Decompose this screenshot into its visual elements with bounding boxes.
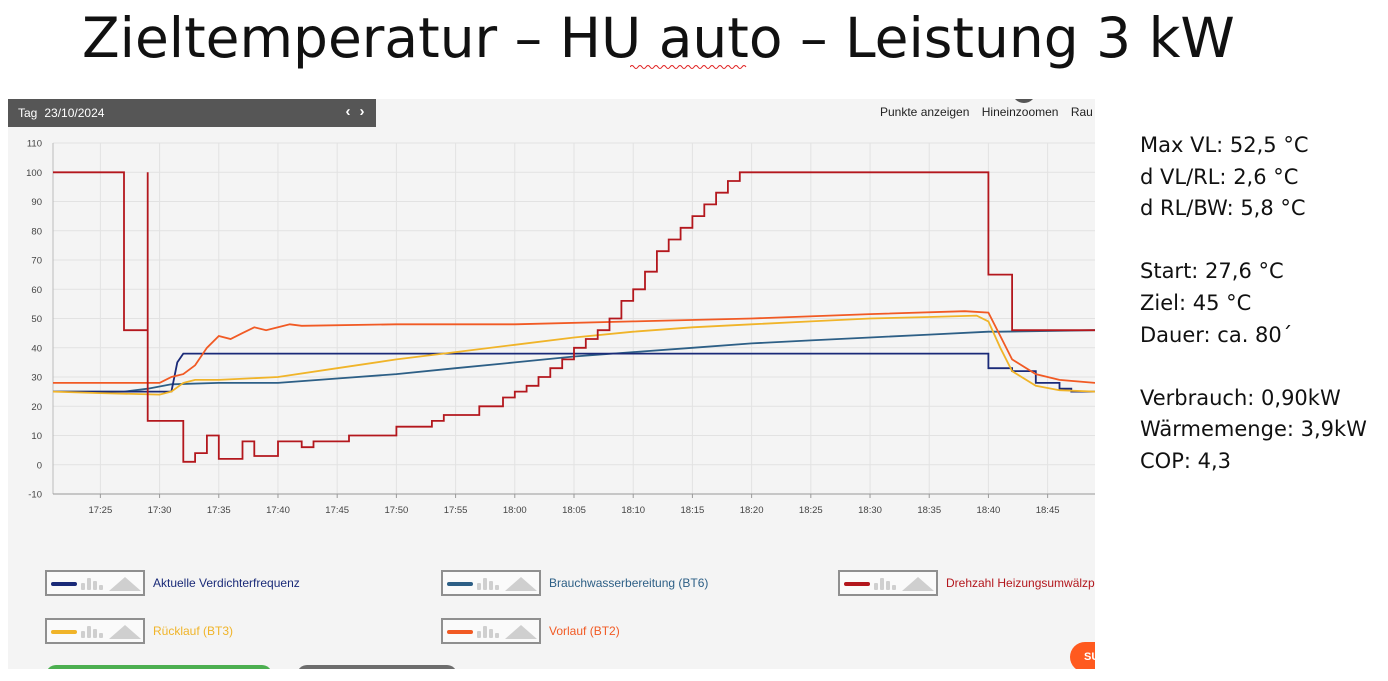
stats-line: Ziel: 45 °C <box>1140 290 1252 315</box>
y-tick-label: 50 <box>31 314 42 325</box>
series-line-2 <box>53 171 1095 463</box>
legend-swatch <box>51 582 77 586</box>
legend-item[interactable]: Rücklauf (BT3) <box>45 618 233 644</box>
y-tick-label: 110 <box>27 139 42 150</box>
series-line-4 <box>53 310 1095 384</box>
legend-swatch <box>844 582 870 586</box>
chart-toolbar: Punkte anzeigen Hineinzoomen Rau <box>880 105 1095 119</box>
series-line-3 <box>52 314 1095 396</box>
stats-line: d VL/RL: 2,6 °C <box>1140 164 1299 189</box>
x-tick-label: 17:50 <box>384 505 408 516</box>
legend-swatch <box>447 582 473 586</box>
stats-panel: Max VL: 52,5 °C d VL/RL: 2,6 °C d RL/BW: 5… <box>1140 130 1367 478</box>
toolbar-button-partial[interactable] <box>1012 99 1036 103</box>
y-tick-label: 60 <box>31 285 42 296</box>
x-tick-label: 17:55 <box>444 505 468 516</box>
date-nav: ‹ › <box>342 103 370 120</box>
stats-line: Wärmemenge: 3,9kW <box>1140 417 1367 442</box>
legend-swatch <box>447 630 473 634</box>
area-chart-icon <box>109 577 141 591</box>
spellcheck-underline <box>630 65 747 69</box>
area-chart-icon <box>505 625 537 639</box>
legend-item[interactable]: Vorlauf (BT2) <box>441 618 620 644</box>
bar-chart-icon <box>81 578 105 590</box>
legend-label: Drehzahl Heizungsumwälzp <box>946 576 1095 590</box>
legend-toggle[interactable] <box>441 570 541 596</box>
date-selector-bar[interactable]: Tag 23/10/2024 ‹ › <box>8 99 376 127</box>
x-tick-label: 18:35 <box>917 505 941 516</box>
legend-label: Vorlauf (BT2) <box>549 624 620 638</box>
stats-line: Dauer: ca. 80´ <box>1140 322 1293 347</box>
stats-line: d RL/BW: 5,8 °C <box>1140 196 1306 221</box>
x-tick-label: 18:30 <box>858 505 882 516</box>
x-tick-label: 17:45 <box>325 505 349 516</box>
toolbar-button-truncated[interactable]: Rau <box>1070 105 1093 119</box>
x-tick-label: 18:05 <box>562 505 586 516</box>
show-points-button[interactable]: Punkte anzeigen <box>880 105 970 119</box>
secondary-action-button[interactable] <box>297 665 457 669</box>
legend-label: Brauchwasserbereitung (BT6) <box>549 576 709 590</box>
x-tick-label: 17:25 <box>88 505 112 516</box>
y-tick-label: 20 <box>31 402 42 413</box>
stats-line: COP: 4,3 <box>1140 448 1232 473</box>
legend-toggle[interactable] <box>838 570 938 596</box>
y-tick-label: 80 <box>31 226 42 237</box>
y-tick-label: 30 <box>31 373 42 384</box>
stats-spacer <box>1140 225 1367 257</box>
chevron-left-icon[interactable]: ‹ <box>345 103 353 120</box>
y-tick-label: 100 <box>26 168 42 179</box>
legend-toggle[interactable] <box>45 618 145 644</box>
stats-line: Start: 27,6 °C <box>1140 259 1284 284</box>
x-tick-label: 18:45 <box>1036 505 1060 516</box>
legend-toggle[interactable] <box>441 618 541 644</box>
period-label[interactable]: Tag <box>18 106 38 120</box>
support-button[interactable]: SU <box>1070 642 1095 669</box>
y-tick-label: 90 <box>31 197 42 208</box>
y-tick-label: 40 <box>31 343 42 354</box>
primary-action-button[interactable] <box>46 665 272 669</box>
x-tick-label: 18:40 <box>977 505 1001 516</box>
area-chart-icon <box>109 625 141 639</box>
legend-item[interactable]: Drehzahl Heizungsumwälzp <box>838 570 1095 596</box>
chevron-right-icon[interactable]: › <box>359 103 367 120</box>
legend-swatch <box>51 630 77 634</box>
legend-toggle[interactable] <box>45 570 145 596</box>
stats-spacer <box>1140 351 1367 383</box>
legend-item[interactable]: Aktuelle Verdichterfrequenz <box>45 570 300 596</box>
x-tick-label: 18:00 <box>503 505 527 516</box>
date-value[interactable]: 23/10/2024 <box>44 106 105 120</box>
y-tick-label: 10 <box>31 431 42 442</box>
legend-label: Aktuelle Verdichterfrequenz <box>153 576 300 590</box>
area-chart-icon <box>505 577 537 591</box>
zoom-in-button[interactable]: Hineinzoomen <box>981 105 1059 119</box>
bar-chart-icon <box>477 578 501 590</box>
chart-panel: Tag 23/10/2024 ‹ › Punkte anzeigen Hinein… <box>8 99 1095 669</box>
slide-title: Zieltemperatur – HU auto – Leistung 3 kW <box>82 6 1235 70</box>
bar-chart-icon <box>874 578 898 590</box>
x-tick-label: 18:15 <box>681 505 705 516</box>
stats-line: Max VL: 52,5 °C <box>1140 133 1309 157</box>
legend-item[interactable]: Brauchwasserbereitung (BT6) <box>441 570 708 596</box>
x-tick-label: 18:25 <box>799 505 823 516</box>
line-chart: -10 0 10 20 30 40 50 60 70 80 90 100 110 17:25 17:30 17… <box>26 139 1095 516</box>
x-tick-label: 17:35 <box>207 505 231 516</box>
series-line-1 <box>53 329 1095 393</box>
x-tick-label: 18:20 <box>740 505 764 516</box>
y-tick-label: 0 <box>37 460 42 471</box>
legend-label: Rücklauf (BT3) <box>153 624 234 638</box>
area-chart-icon <box>902 577 934 591</box>
y-tick-label: 70 <box>31 256 42 267</box>
bar-chart-icon <box>477 626 501 638</box>
bar-chart-icon <box>81 626 105 638</box>
y-tick-label: -10 <box>28 490 42 501</box>
x-tick-label: 17:30 <box>148 505 172 516</box>
x-tick-label: 18:10 <box>621 505 645 516</box>
stats-line: Verbrauch: 0,90kW <box>1140 385 1341 410</box>
x-tick-label: 17:40 <box>266 505 290 516</box>
